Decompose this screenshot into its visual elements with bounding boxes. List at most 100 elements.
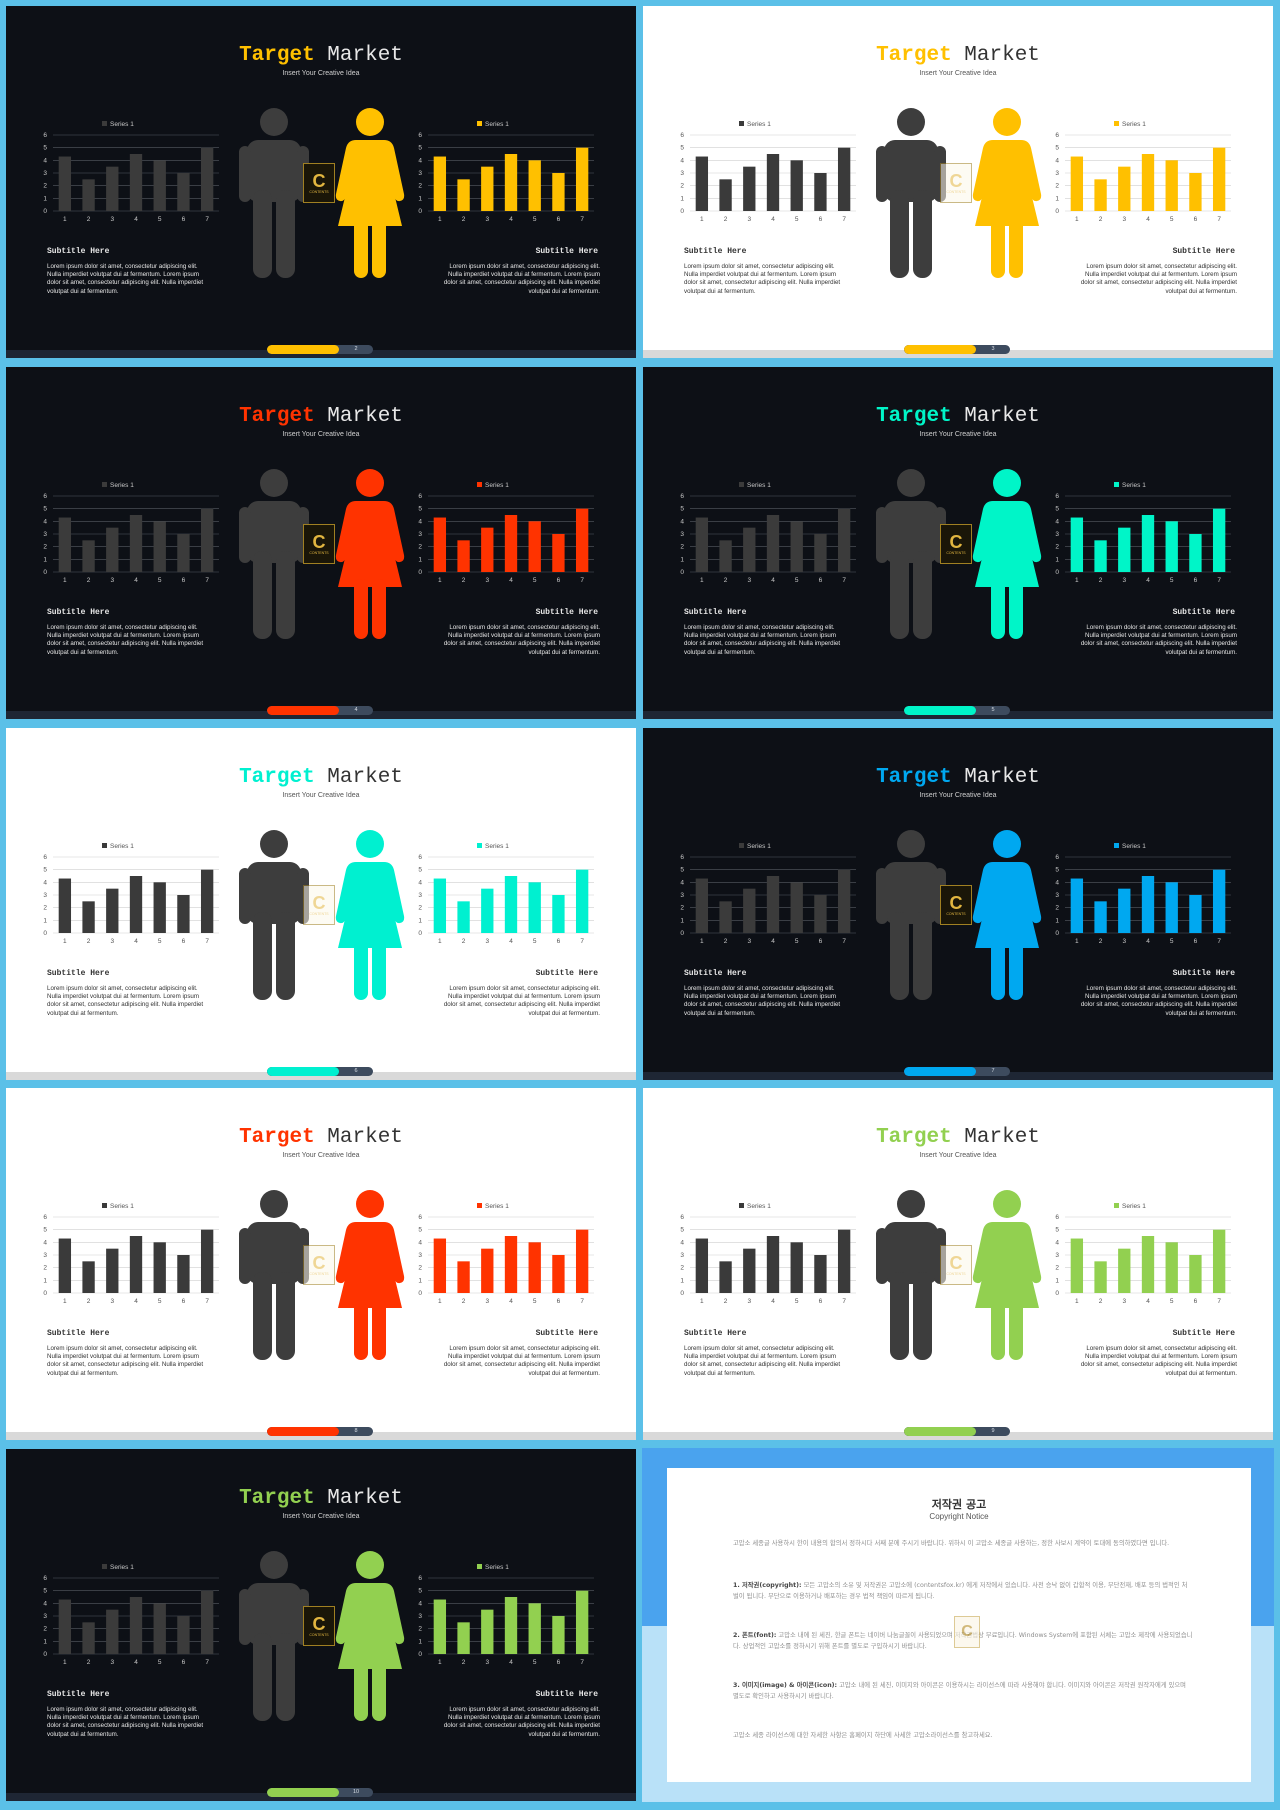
legend-swatch <box>739 1203 744 1208</box>
bar-6 <box>1189 173 1202 211</box>
x-tick-label: 1 <box>1075 577 1079 584</box>
legend-label: Series 1 <box>110 1203 134 1210</box>
bar-3 <box>106 1609 119 1654</box>
slide-title: Target Market <box>643 405 1273 429</box>
y-tick-label: 0 <box>43 1651 47 1658</box>
left-subtitle: Subtitle Here <box>47 608 110 617</box>
bottom-band <box>6 1072 636 1080</box>
x-tick-label: 3 <box>747 1298 751 1305</box>
male-figure-icon <box>876 108 946 278</box>
bar-3 <box>1118 888 1131 933</box>
x-tick-label: 7 <box>580 1298 584 1305</box>
copyright-item-1: 1. 저작권(copyright): 모든 고맙소의 소유 및 저작권은 고맙소… <box>733 1580 1193 1602</box>
logo-text: CONTENTS <box>309 550 329 555</box>
legend-swatch <box>739 843 744 848</box>
y-tick-label: 5 <box>43 506 47 513</box>
right-body-text: Lorem ipsum dolor sit amet, consectetur … <box>1080 1345 1237 1377</box>
x-tick-label: 5 <box>795 216 799 223</box>
female-figure-icon <box>972 830 1042 1000</box>
x-tick-label: 6 <box>182 1298 186 1305</box>
copyright-item-3-head: 3. 이미지(image) & 아이콘(icon): <box>733 1682 838 1689</box>
x-tick-label: 2 <box>87 938 91 945</box>
right-subtitle: Subtitle Here <box>1172 608 1235 617</box>
legend-swatch <box>102 1203 107 1208</box>
y-tick-label: 6 <box>1055 132 1059 139</box>
y-tick-label: 4 <box>680 879 684 886</box>
x-tick-label: 2 <box>462 1659 466 1666</box>
right-body-text: Lorem ipsum dolor sit amet, consectetur … <box>1080 985 1237 1017</box>
x-tick-label: 3 <box>1122 577 1126 584</box>
title-word-target: Target <box>239 44 315 67</box>
legend-swatch <box>739 121 744 126</box>
x-tick-label: 1 <box>438 577 442 584</box>
x-tick-label: 4 <box>1146 577 1150 584</box>
legend-label: Series 1 <box>1122 482 1146 489</box>
bar-3 <box>481 1248 494 1293</box>
legend-swatch <box>477 1564 482 1569</box>
title-word-market: Market <box>327 1487 403 1510</box>
legend-label: Series 1 <box>1122 121 1146 128</box>
bar-2 <box>82 1622 95 1654</box>
y-tick-label: 3 <box>43 1252 47 1259</box>
bar-4 <box>1141 515 1155 572</box>
page-indicator: 6 <box>267 1067 373 1076</box>
y-tick-label: 2 <box>418 905 422 912</box>
title-word-target: Target <box>876 1126 952 1149</box>
y-tick-label: 4 <box>1055 1239 1059 1246</box>
x-tick-label: 3 <box>110 577 114 584</box>
legend-label: Series 1 <box>1122 843 1146 850</box>
x-tick-label: 1 <box>700 1298 704 1305</box>
x-tick-label: 3 <box>485 1298 489 1305</box>
left-bar-chart: Series 1 0 1 2 3 4 5 6 1 2 3 4 5 6 7 <box>680 482 856 584</box>
x-tick-label: 2 <box>462 938 466 945</box>
y-tick-label: 0 <box>418 1290 422 1297</box>
page-indicator-fill <box>267 1427 339 1436</box>
page-indicator: 2 <box>267 345 373 354</box>
x-tick-label: 5 <box>1170 216 1174 223</box>
x-tick-label: 4 <box>134 577 138 584</box>
title-word-target: Target <box>876 405 952 428</box>
bar-3 <box>743 1248 756 1293</box>
bar-2 <box>457 1622 470 1654</box>
y-tick-label: 2 <box>680 183 684 190</box>
x-tick-label: 1 <box>63 577 67 584</box>
female-figure-icon <box>335 108 405 278</box>
bar-5 <box>528 1242 541 1293</box>
x-tick-label: 1 <box>438 216 442 223</box>
right-bar-chart: Series 1 0 1 2 3 4 5 6 1 2 3 4 5 6 7 <box>1055 121 1231 223</box>
page-number: 6 <box>354 1068 358 1074</box>
bar-5 <box>1165 1242 1178 1293</box>
bar-4 <box>504 154 518 211</box>
logo-text: CONTENTS <box>309 1632 329 1637</box>
legend-swatch <box>1114 843 1119 848</box>
y-tick-label: 2 <box>418 1626 422 1633</box>
left-body-text: Lorem ipsum dolor sit amet, consectetur … <box>47 263 204 295</box>
bar-1 <box>58 1599 72 1654</box>
x-tick-label: 2 <box>462 577 466 584</box>
x-tick-label: 5 <box>1170 938 1174 945</box>
bar-3 <box>481 1609 494 1654</box>
y-tick-label: 5 <box>418 1227 422 1234</box>
bar-6 <box>1189 1255 1202 1293</box>
left-subtitle: Subtitle Here <box>47 969 110 978</box>
page-indicator: 3 <box>904 345 1010 354</box>
page-indicator-fill <box>904 345 976 354</box>
copyright-item-2-head: 2. 폰트(font): <box>733 1632 777 1639</box>
bar-2 <box>457 540 470 572</box>
left-bar-chart: Series 1 0 1 2 3 4 5 6 1 2 3 4 5 6 7 <box>680 121 856 223</box>
bar-7 <box>200 1590 214 1654</box>
x-tick-label: 6 <box>182 1659 186 1666</box>
y-tick-label: 4 <box>43 1239 47 1246</box>
x-tick-label: 7 <box>842 577 846 584</box>
page-indicator-fill <box>904 1427 976 1436</box>
bar-7 <box>1212 147 1226 211</box>
bottom-band <box>6 1432 636 1440</box>
right-subtitle: Subtitle Here <box>535 247 598 256</box>
bottom-band <box>643 711 1273 719</box>
bar-6 <box>814 173 827 211</box>
y-tick-label: 4 <box>43 157 47 164</box>
x-tick-label: 2 <box>724 1298 728 1305</box>
y-tick-label: 5 <box>680 867 684 874</box>
legend-swatch <box>102 843 107 848</box>
slide-10: Target Market Insert Your Creative Idea Se… <box>6 1449 636 1801</box>
